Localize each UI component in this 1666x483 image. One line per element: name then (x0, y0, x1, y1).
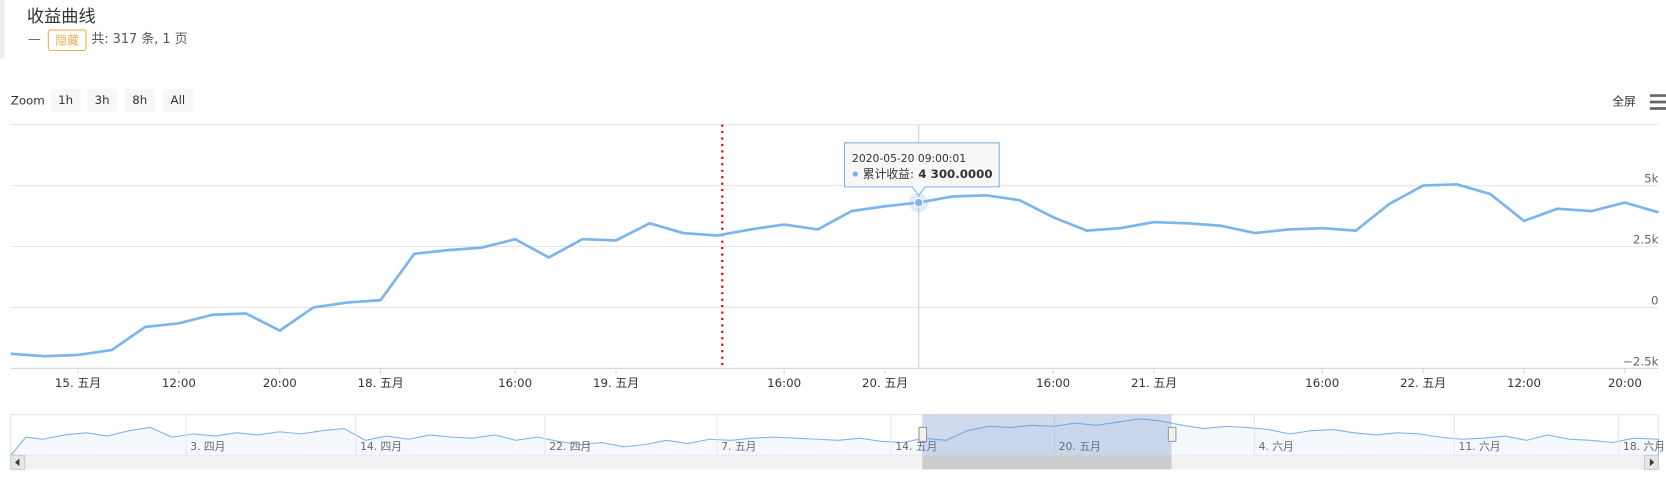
zoom-button[interactable] (50, 89, 81, 112)
x-tick-label: 20:00 (1608, 376, 1642, 390)
plot: 15. 五月 12:00 20:00 18. 五月 16:00 19. 五月 16:00 20… (10, 124, 1659, 390)
navigator-handle[interactable] (918, 426, 928, 442)
tooltip-box (843, 142, 1000, 197)
grid: −2.5k 0 2.5k 5k (10, 172, 1659, 369)
hide-button-label[interactable]: 隐藏 (55, 33, 79, 47)
navigator-label: 7. 五月 (721, 440, 756, 453)
x-tick-label: 19. 五月 (593, 376, 639, 390)
navigator-label: 22. 四月 (549, 440, 591, 453)
tooltip-x: 2020-05-20 09:00:01 (852, 152, 966, 165)
navigator (10, 414, 1660, 456)
navigator-range[interactable] (922, 414, 1172, 456)
x-tick-label: 16:00 (1305, 376, 1339, 390)
scroll-right-arrow (1649, 458, 1655, 467)
hide-button[interactable] (47, 29, 87, 52)
navigator-handle[interactable] (1167, 426, 1177, 442)
x-tick-label: 15. 五月 (55, 376, 101, 390)
x-tick-label: 18. 五月 (358, 376, 404, 390)
x-tick-label: 12:00 (1507, 376, 1541, 390)
zoom-label: Zoom (11, 93, 45, 107)
x-tick-label: 12:00 (162, 376, 196, 390)
tooltip-part: : (910, 166, 914, 180)
tooltip-dot (852, 171, 858, 177)
zoom-button-label[interactable]: 3h (95, 93, 110, 107)
navigator-labels: 3. 四月 14. 四月 22. 四月 7. 五月 14. 五月 20. 五月 4. 六月 1… (185, 414, 1665, 456)
zoom-button-label[interactable]: 8h (132, 93, 147, 107)
scroll-left-arrow (15, 458, 20, 467)
tooltip-part: 4 300.0000 (918, 166, 992, 180)
navigator-label: 20. 五月 (1059, 440, 1101, 453)
y-tick-label: 2.5k (1633, 233, 1659, 247)
hover-point (913, 197, 924, 208)
x-tick-label: 21. 五月 (1131, 376, 1177, 390)
header-title: 收益曲线 (27, 7, 96, 27)
navigator-label: 14. 五月 (895, 440, 937, 453)
y-tick-label: 0 (1651, 293, 1659, 307)
x-tick-label: 16:00 (1036, 376, 1070, 390)
y-tick-label: 5k (1644, 172, 1659, 186)
x-tick-label: 16:00 (767, 376, 801, 390)
x-tick-label: 20. 五月 (862, 376, 908, 390)
zoom-button[interactable] (124, 89, 155, 112)
zoom-button-label[interactable]: 1h (58, 93, 73, 107)
navigator-label: 11. 六月 (1459, 440, 1501, 453)
navigator-label: 3. 四月 (190, 440, 225, 453)
tooltip-part: 累计收益 (863, 166, 910, 180)
zoom-buttons: 1h 3h 8h All (50, 89, 194, 112)
navigator-label: 4. 六月 (1259, 440, 1294, 453)
series-line (10, 182, 1659, 358)
fullscreen-button[interactable]: 全屏 (1612, 95, 1636, 109)
scrollbar-track[interactable] (10, 455, 1659, 470)
menu-button[interactable] (1649, 94, 1666, 110)
y-tick-label: −2.5k (1623, 354, 1659, 368)
x-tick-label: 22. 五月 (1400, 376, 1446, 390)
header-bar (0, 0, 5, 60)
x-tick-label: 16:00 (498, 376, 532, 390)
collapse-toggle[interactable]: — (28, 32, 41, 47)
zoom-button[interactable] (87, 89, 118, 112)
tooltip-value: 累计收益: 4 300.0000 (863, 166, 993, 180)
navigator-label: 18. 六月 (1623, 440, 1665, 453)
zoom-button-label[interactable]: All (171, 93, 186, 107)
summary: 共: 317 条, 1 页 (91, 31, 187, 47)
scrollbar-thumb[interactable] (922, 455, 1172, 470)
x-tick-label: 20:00 (263, 376, 297, 390)
navigator-series (10, 418, 1660, 456)
navigator-label: 14. 四月 (360, 440, 402, 453)
zoom-button[interactable] (162, 89, 194, 112)
